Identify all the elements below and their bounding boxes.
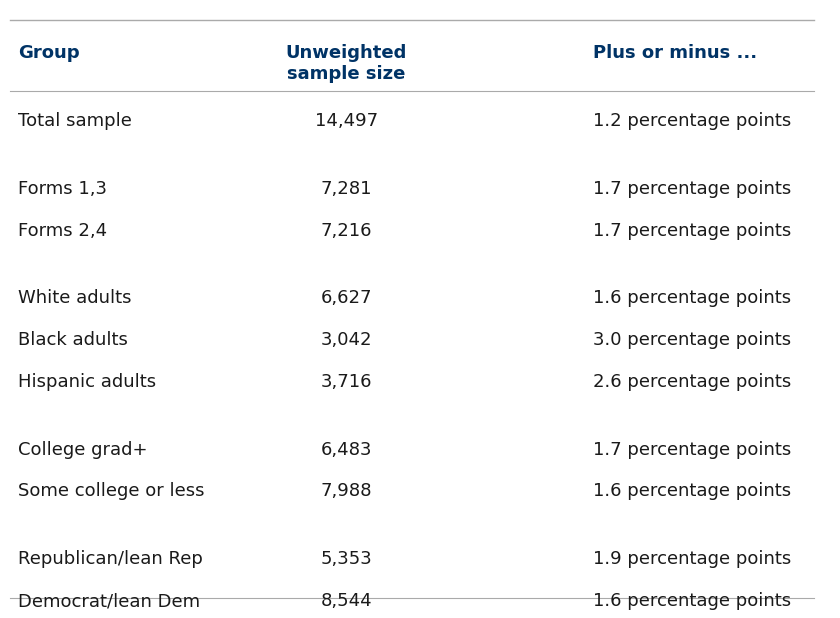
Text: 7,988: 7,988: [321, 483, 372, 501]
Text: Total sample: Total sample: [18, 112, 132, 130]
Text: Plus or minus ...: Plus or minus ...: [593, 44, 757, 62]
Text: 1.2 percentage points: 1.2 percentage points: [593, 112, 791, 130]
Text: Some college or less: Some college or less: [18, 483, 204, 501]
Text: 3,716: 3,716: [321, 373, 372, 391]
Text: Group: Group: [18, 44, 80, 62]
Text: Forms 2,4: Forms 2,4: [18, 222, 107, 240]
Text: 1.9 percentage points: 1.9 percentage points: [593, 550, 791, 568]
Text: 1.7 percentage points: 1.7 percentage points: [593, 222, 791, 240]
Text: 6,483: 6,483: [321, 441, 372, 459]
Text: 2.6 percentage points: 2.6 percentage points: [593, 373, 791, 391]
Text: 5,353: 5,353: [320, 550, 372, 568]
Text: 7,281: 7,281: [321, 180, 372, 198]
Text: 1.6 percentage points: 1.6 percentage points: [593, 592, 790, 610]
Text: 3.0 percentage points: 3.0 percentage points: [593, 331, 790, 349]
Text: 3,042: 3,042: [321, 331, 372, 349]
Text: 1.7 percentage points: 1.7 percentage points: [593, 180, 791, 198]
Text: Democrat/lean Dem: Democrat/lean Dem: [18, 592, 200, 610]
Text: Forms 1,3: Forms 1,3: [18, 180, 107, 198]
Text: 1.6 percentage points: 1.6 percentage points: [593, 289, 790, 307]
Text: 7,216: 7,216: [321, 222, 372, 240]
Text: 14,497: 14,497: [315, 112, 378, 130]
Text: White adults: White adults: [18, 289, 131, 307]
Text: College grad+: College grad+: [18, 441, 147, 459]
Text: Black adults: Black adults: [18, 331, 128, 349]
Text: Hispanic adults: Hispanic adults: [18, 373, 156, 391]
Text: 1.6 percentage points: 1.6 percentage points: [593, 483, 790, 501]
Text: Unweighted
sample size: Unweighted sample size: [286, 44, 407, 83]
Text: 1.7 percentage points: 1.7 percentage points: [593, 441, 791, 459]
Text: 8,544: 8,544: [321, 592, 372, 610]
Text: 6,627: 6,627: [321, 289, 372, 307]
Text: Republican/lean Rep: Republican/lean Rep: [18, 550, 202, 568]
